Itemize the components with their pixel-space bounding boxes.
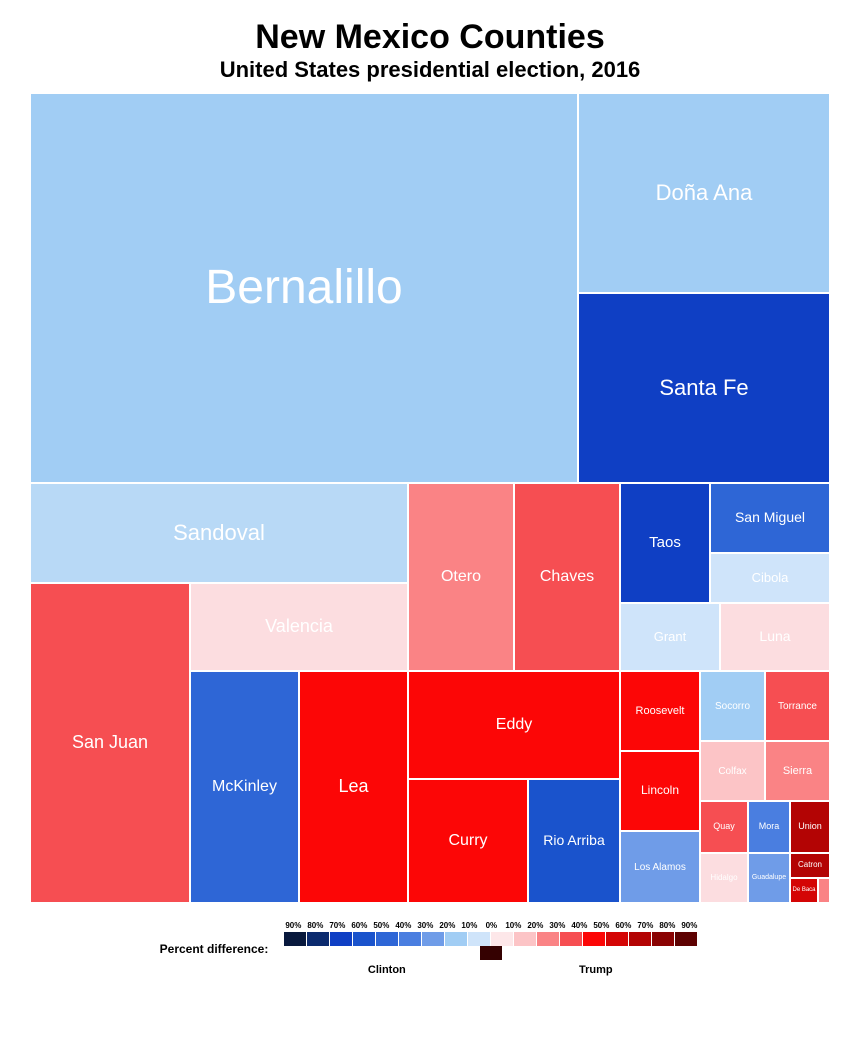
treemap-cell: Curry — [408, 779, 528, 903]
treemap-cell: Doña Ana — [578, 93, 830, 293]
treemap-cell: Otero — [408, 483, 514, 671]
legend-swatch — [399, 932, 422, 946]
legend-scale: 90%80%70%60%50%40%30%20%10%0%10%20%30%40… — [282, 921, 700, 976]
legend-swatch — [537, 932, 560, 946]
legend-right-label: Trump — [491, 964, 700, 976]
treemap-cell: Los Alamos — [620, 831, 700, 903]
treemap-cell: Catron — [790, 853, 830, 878]
legend-swatch — [491, 932, 514, 946]
legend-swatch — [675, 932, 698, 946]
treemap-cell: Eddy — [408, 671, 620, 779]
treemap-cell: Sandoval — [30, 483, 408, 583]
legend-swatch — [376, 932, 399, 946]
treemap-cell: Luna — [720, 603, 830, 671]
legend-bar — [282, 932, 700, 960]
treemap-cell: San Miguel — [710, 483, 830, 553]
legend-title: Percent difference: — [160, 942, 269, 956]
legend-tick: 90% — [282, 921, 304, 930]
treemap-cell: Grant — [620, 603, 720, 671]
treemap-cell: San Juan — [30, 583, 190, 903]
legend-tick: 20% — [436, 921, 458, 930]
legend-ticks: 90%80%70%60%50%40%30%20%10%0%10%20%30%40… — [282, 921, 700, 930]
treemap-cell: Lea — [299, 671, 408, 903]
legend-swatch — [629, 932, 652, 946]
legend: Percent difference: 90%80%70%60%50%40%30… — [0, 921, 860, 976]
legend-swatch — [353, 932, 376, 946]
treemap: BernalilloDoña AnaSanta Fe SandovalValenc… — [30, 93, 830, 903]
legend-tick: 10% — [502, 921, 524, 930]
legend-tick: 40% — [392, 921, 414, 930]
treemap-cell: Chaves — [514, 483, 620, 671]
treemap-cell: Roosevelt — [620, 671, 700, 751]
treemap-cell: Guadalupe — [748, 853, 790, 903]
legend-swatch — [480, 946, 503, 960]
chart-subtitle: United States presidential election, 201… — [0, 57, 860, 83]
treemap-cell: Cibola — [710, 553, 830, 603]
treemap-cell: McKinley — [190, 671, 299, 903]
legend-tick: 70% — [634, 921, 656, 930]
treemap-cell: Mora — [748, 801, 790, 853]
treemap-cell: Lincoln — [620, 751, 700, 831]
treemap-cell: Quay — [700, 801, 748, 853]
legend-tick: 90% — [678, 921, 700, 930]
legend-tick: 40% — [568, 921, 590, 930]
legend-tick: 50% — [590, 921, 612, 930]
legend-bottom-labels: ClintonTrump — [282, 964, 700, 976]
legend-tick: 10% — [458, 921, 480, 930]
treemap-cell: Sierra — [765, 741, 830, 801]
legend-swatch — [445, 932, 468, 946]
legend-swatch — [468, 932, 491, 946]
treemap-cell: Hidalgo — [700, 853, 748, 903]
legend-tick: 70% — [326, 921, 348, 930]
legend-tick: 60% — [612, 921, 634, 930]
legend-tick: 50% — [370, 921, 392, 930]
legend-swatch — [560, 932, 583, 946]
legend-swatch — [652, 932, 675, 946]
treemap-cell: Union — [790, 801, 830, 853]
treemap-cell: Santa Fe — [578, 293, 830, 483]
chart-title: New Mexico Counties — [0, 0, 860, 57]
legend-swatch — [330, 932, 353, 946]
legend-swatch — [606, 932, 629, 946]
treemap-cell: Socorro — [700, 671, 765, 741]
legend-tick: 30% — [546, 921, 568, 930]
legend-swatch — [583, 932, 606, 946]
legend-tick: 0% — [480, 921, 502, 930]
treemap-cell: De Baca — [790, 878, 818, 903]
treemap-cell: Rio Arriba — [528, 779, 620, 903]
legend-swatch — [284, 932, 307, 946]
legend-tick: 80% — [304, 921, 326, 930]
legend-tick: 20% — [524, 921, 546, 930]
treemap-cell — [818, 878, 830, 903]
legend-tick: 30% — [414, 921, 436, 930]
treemap-cell: Torrance — [765, 671, 830, 741]
treemap-cell: Valencia — [190, 583, 408, 671]
legend-tick: 80% — [656, 921, 678, 930]
chart-container: New Mexico Counties United States presid… — [0, 0, 860, 976]
treemap-cell: Taos — [620, 483, 710, 603]
legend-tick: 60% — [348, 921, 370, 930]
treemap-cell: Bernalillo — [30, 93, 578, 483]
legend-swatch — [307, 932, 330, 946]
legend-swatch — [422, 932, 445, 946]
legend-left-label: Clinton — [282, 964, 491, 976]
treemap-cell: Colfax — [700, 741, 765, 801]
legend-swatch — [514, 932, 537, 946]
